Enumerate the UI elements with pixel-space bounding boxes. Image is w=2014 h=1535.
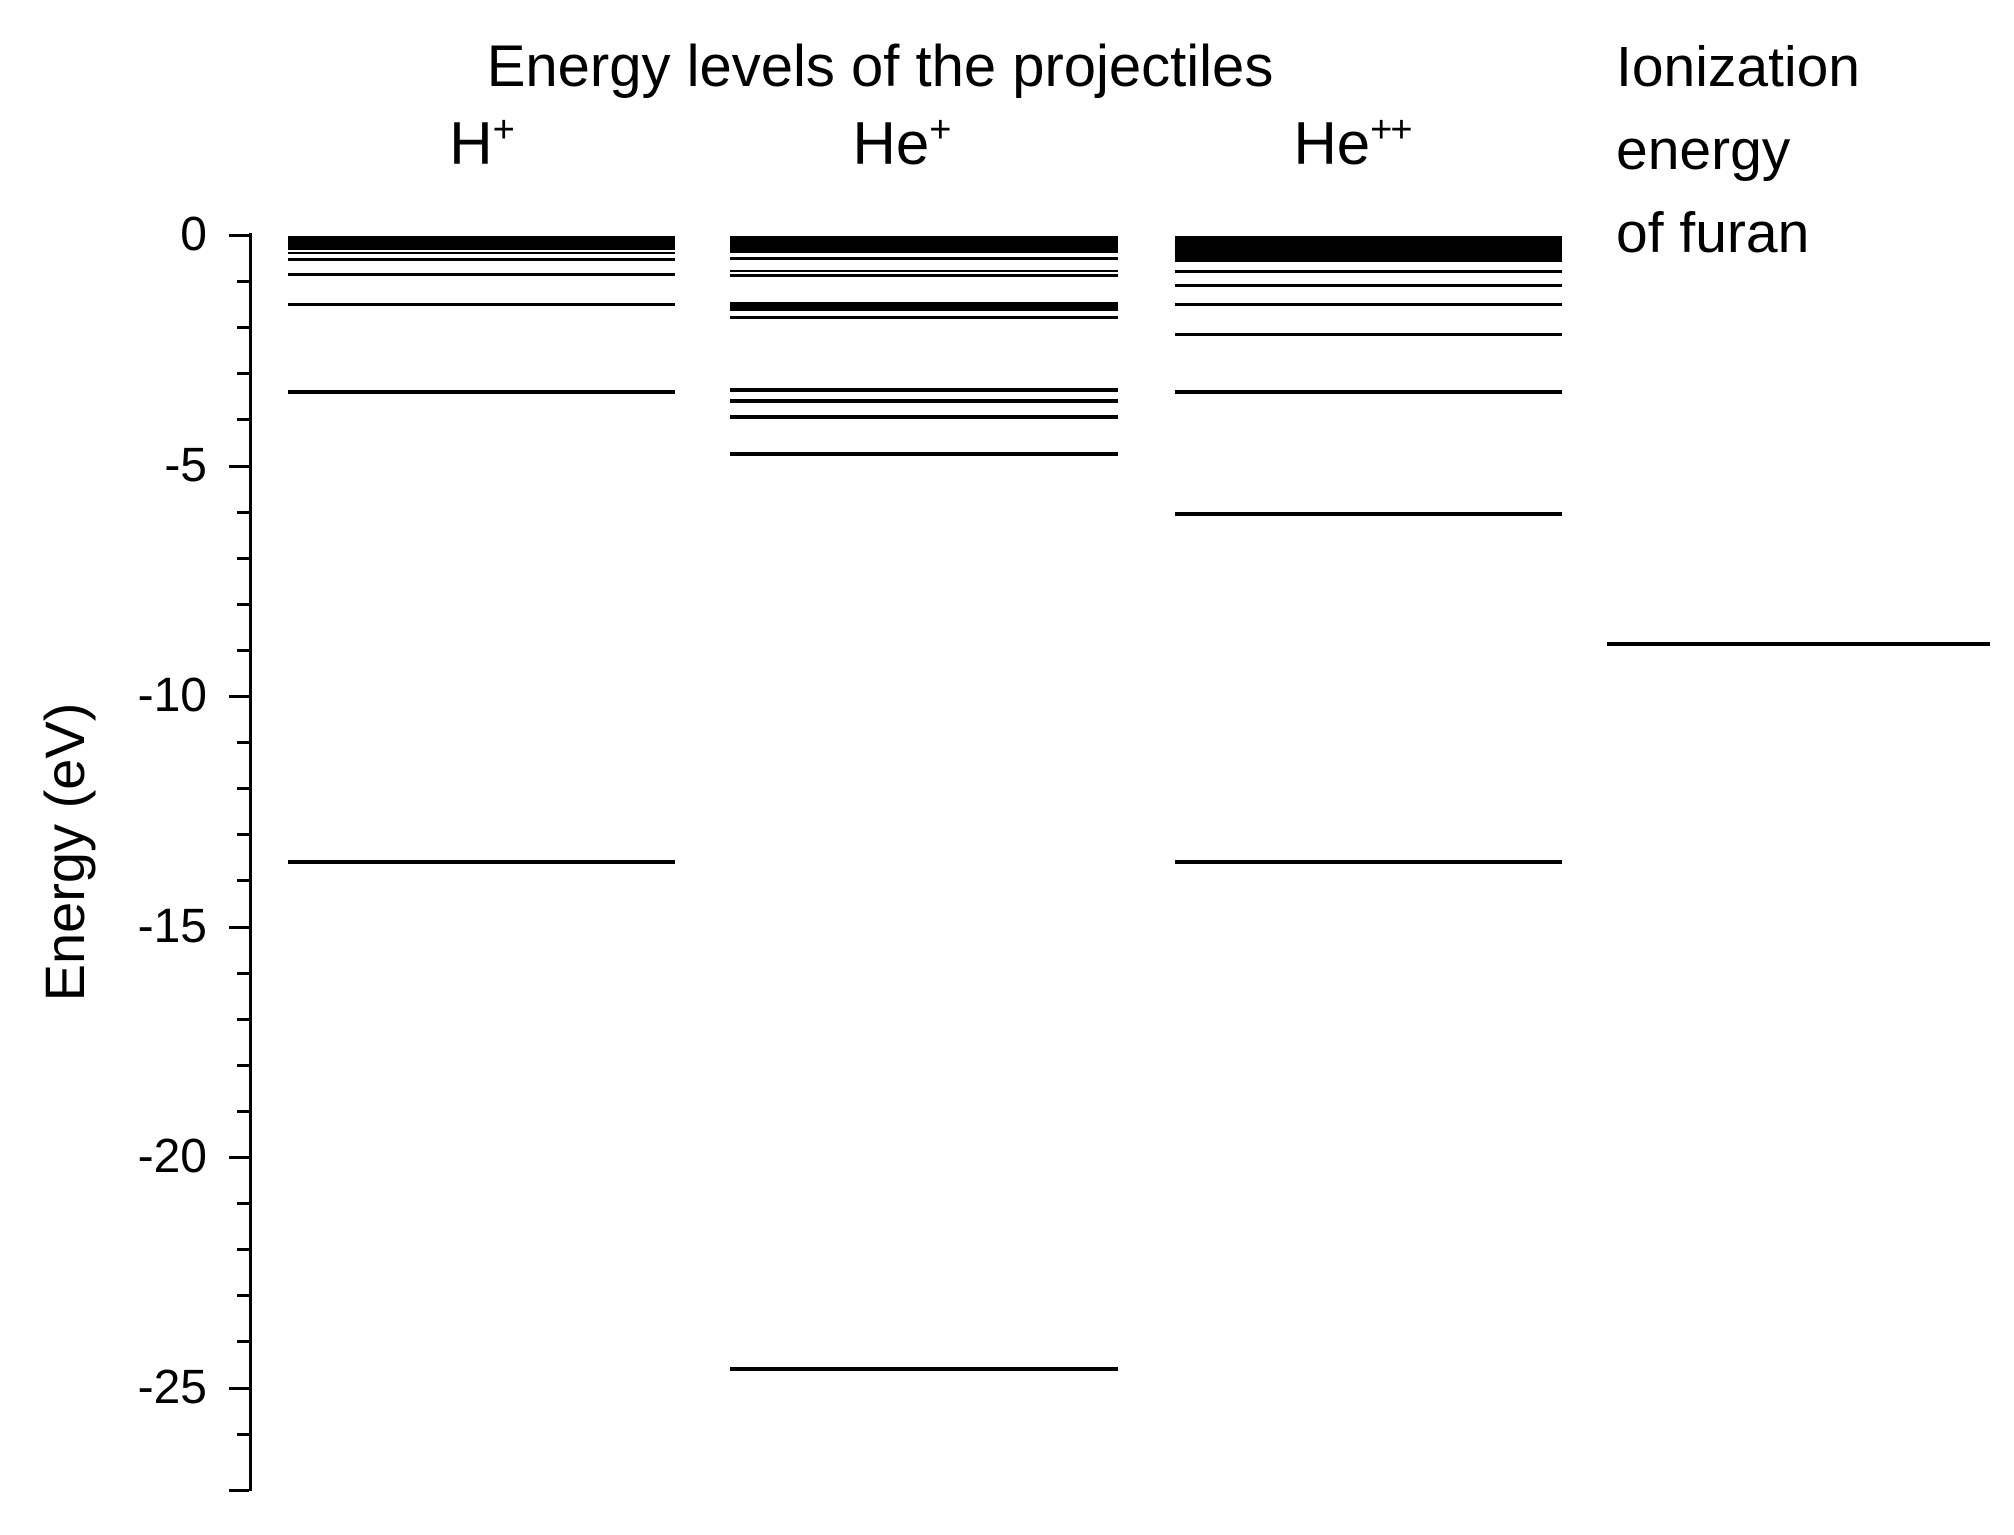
y-tick-label: -20 — [137, 1130, 207, 1183]
y-axis-minor-tick — [237, 833, 249, 837]
energy-level-line — [288, 272, 675, 276]
y-axis-minor-tick — [237, 556, 249, 560]
y-axis-minor-tick — [237, 1432, 249, 1436]
energy-level-line — [288, 252, 675, 255]
energy-level-line — [1607, 642, 1990, 647]
energy-level-line — [730, 302, 1118, 312]
y-axis-major-tick — [229, 234, 249, 237]
y-axis-minor-tick — [237, 1109, 249, 1113]
ionization-heading-line-3: of furan — [1616, 201, 1810, 265]
energy-level-line — [730, 316, 1118, 320]
y-axis-minor-tick — [237, 787, 249, 791]
y-axis-major-tick — [229, 695, 249, 698]
y-axis-minor-tick — [237, 971, 249, 975]
energy-level-line — [288, 859, 675, 864]
energy-level-line — [1175, 511, 1562, 516]
y-axis-minor-tick — [237, 280, 249, 284]
ionization-energy-heading: Ionization energy of furan — [1616, 26, 1860, 275]
energy-level-line — [288, 389, 675, 394]
y-axis-minor-tick — [237, 1248, 249, 1252]
column-label-he-plus: He+ — [751, 98, 1051, 176]
y-axis-major-tick — [229, 1386, 249, 1390]
energy-level-line — [1175, 859, 1562, 864]
energy-level-line — [730, 451, 1118, 456]
column-label-h-plus: H+ — [331, 98, 631, 176]
column-label-he-plus-charge: + — [929, 109, 951, 151]
y-axis-minor-tick — [237, 1017, 249, 1021]
energy-level-line — [1175, 332, 1562, 336]
column-label-h-plus-charge: + — [492, 109, 515, 151]
y-axis-major-tick — [229, 464, 249, 468]
y-axis-minor-tick — [237, 510, 249, 514]
y-tick-label: -5 — [164, 438, 207, 492]
y-axis-minor-tick — [237, 648, 249, 652]
level-band — [288, 235, 675, 250]
energy-level-line — [288, 302, 675, 306]
y-axis-minor-tick — [237, 602, 249, 606]
y-axis-minor-tick — [237, 1063, 249, 1067]
y-axis-end-cap — [229, 1489, 249, 1492]
y-axis-minor-tick — [237, 741, 249, 745]
y-tick-label: -15 — [137, 899, 207, 953]
energy-level-line — [730, 415, 1118, 420]
energy-level-line — [730, 398, 1118, 403]
column-label-he-plus-plus-base: He — [1293, 110, 1371, 177]
energy-level-line — [730, 1367, 1118, 1372]
column-label-he-plus-plus: He++ — [1202, 98, 1502, 176]
energy-level-line — [288, 258, 675, 262]
energy-level-line — [1175, 270, 1562, 274]
y-axis-minor-tick — [237, 418, 249, 422]
y-axis-minor-tick — [237, 326, 249, 330]
y-axis-minor-tick — [237, 1340, 249, 1344]
energy-level-line — [730, 269, 1118, 272]
energy-level-line — [730, 388, 1118, 393]
y-tick-label: 0 — [180, 208, 207, 261]
y-tick-label: -10 — [137, 669, 207, 722]
figure-title: Energy levels of the projectiles — [486, 34, 1274, 99]
level-band — [730, 235, 1118, 254]
level-band — [1175, 235, 1562, 263]
y-axis-minor-tick — [237, 1294, 249, 1298]
y-axis-minor-tick — [237, 1202, 249, 1206]
y-axis-major-tick — [229, 1156, 249, 1159]
column-label-he-plus-base: He — [852, 110, 930, 177]
energy-level-line — [730, 274, 1118, 278]
energy-level-line — [730, 257, 1118, 261]
column-label-h-plus-base: H — [449, 110, 493, 177]
energy-level-line — [1175, 302, 1562, 306]
ionization-heading-line-2: energy — [1616, 118, 1791, 182]
column-label-he-plus-plus-charge: ++ — [1370, 109, 1412, 151]
y-axis-major-tick — [229, 925, 249, 929]
energy-level-line — [1175, 389, 1562, 394]
y-tick-label: -25 — [137, 1360, 207, 1414]
ionization-heading-line-1: Ionization — [1616, 35, 1861, 99]
y-axis-minor-tick — [237, 879, 249, 883]
y-axis-line — [249, 233, 252, 1491]
energy-level-line — [1175, 284, 1562, 288]
y-axis-minor-tick — [237, 372, 249, 376]
